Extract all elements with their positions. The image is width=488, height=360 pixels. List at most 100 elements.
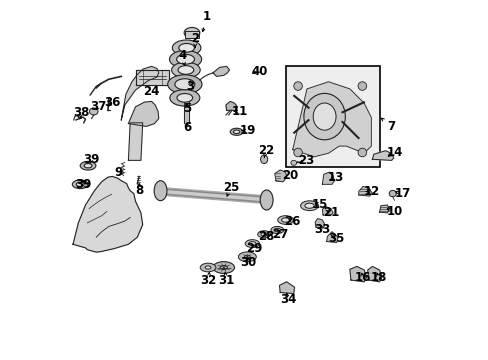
Text: 38: 38 xyxy=(73,106,89,120)
Ellipse shape xyxy=(179,44,194,52)
Text: 16: 16 xyxy=(353,271,370,284)
Ellipse shape xyxy=(175,79,194,90)
Text: 39: 39 xyxy=(75,178,91,191)
Ellipse shape xyxy=(171,62,200,78)
Ellipse shape xyxy=(281,218,289,222)
Text: 9: 9 xyxy=(114,166,122,179)
Ellipse shape xyxy=(244,255,250,258)
Text: 23: 23 xyxy=(297,154,313,167)
Text: 31: 31 xyxy=(217,274,234,287)
Ellipse shape xyxy=(230,128,243,135)
Polygon shape xyxy=(225,102,237,111)
Ellipse shape xyxy=(184,27,200,38)
Text: 32: 32 xyxy=(200,274,217,287)
Ellipse shape xyxy=(293,82,302,90)
Polygon shape xyxy=(274,170,286,182)
Ellipse shape xyxy=(205,266,210,269)
Ellipse shape xyxy=(270,226,283,234)
Ellipse shape xyxy=(84,163,92,168)
Bar xyxy=(285,66,380,167)
Polygon shape xyxy=(213,66,229,76)
Ellipse shape xyxy=(80,161,96,170)
Polygon shape xyxy=(315,219,324,228)
Text: 7: 7 xyxy=(386,120,394,133)
Ellipse shape xyxy=(72,180,88,189)
Text: 24: 24 xyxy=(142,85,159,98)
Ellipse shape xyxy=(274,228,280,232)
Text: 10: 10 xyxy=(386,205,402,218)
Text: 11: 11 xyxy=(232,105,248,118)
Text: 5: 5 xyxy=(183,102,191,115)
Ellipse shape xyxy=(167,75,202,94)
Ellipse shape xyxy=(357,148,366,157)
Ellipse shape xyxy=(260,190,272,210)
Ellipse shape xyxy=(169,90,200,106)
Ellipse shape xyxy=(177,94,192,102)
Text: 14: 14 xyxy=(386,146,402,159)
Ellipse shape xyxy=(304,203,313,208)
Text: 18: 18 xyxy=(369,271,386,284)
Ellipse shape xyxy=(200,263,216,272)
Ellipse shape xyxy=(388,190,395,197)
Polygon shape xyxy=(135,70,169,85)
Text: 37: 37 xyxy=(90,100,107,113)
Polygon shape xyxy=(358,186,372,196)
Bar xyxy=(184,31,199,38)
Text: 35: 35 xyxy=(328,233,344,246)
Polygon shape xyxy=(73,176,142,252)
Ellipse shape xyxy=(176,54,194,64)
Text: 34: 34 xyxy=(279,293,296,306)
Text: 28: 28 xyxy=(258,230,274,243)
Text: 17: 17 xyxy=(393,187,410,200)
Ellipse shape xyxy=(290,160,296,165)
Text: 36: 36 xyxy=(104,96,120,109)
Text: 21: 21 xyxy=(322,206,338,219)
Text: 6: 6 xyxy=(183,121,191,134)
Polygon shape xyxy=(349,266,366,282)
Polygon shape xyxy=(292,82,370,157)
Ellipse shape xyxy=(293,148,302,157)
Text: 27: 27 xyxy=(271,228,288,241)
Text: 26: 26 xyxy=(284,215,300,228)
Ellipse shape xyxy=(233,130,240,134)
Text: 15: 15 xyxy=(311,198,327,211)
Ellipse shape xyxy=(172,40,201,56)
Ellipse shape xyxy=(260,155,267,163)
Text: 12: 12 xyxy=(363,185,379,198)
Ellipse shape xyxy=(220,266,227,270)
Ellipse shape xyxy=(213,262,234,273)
Polygon shape xyxy=(326,232,337,243)
Ellipse shape xyxy=(154,181,166,201)
Polygon shape xyxy=(379,205,388,213)
Polygon shape xyxy=(128,123,142,160)
Text: 19: 19 xyxy=(240,124,256,137)
Ellipse shape xyxy=(261,233,267,236)
Polygon shape xyxy=(121,66,159,120)
Text: 30: 30 xyxy=(240,256,256,269)
Polygon shape xyxy=(322,207,332,216)
Ellipse shape xyxy=(178,66,193,74)
Ellipse shape xyxy=(257,231,270,238)
Polygon shape xyxy=(322,172,334,184)
Ellipse shape xyxy=(244,240,259,248)
Text: 39: 39 xyxy=(83,153,100,166)
Text: 22: 22 xyxy=(257,144,273,157)
Text: 1: 1 xyxy=(203,10,211,23)
Text: 8: 8 xyxy=(135,184,143,197)
Ellipse shape xyxy=(357,82,366,90)
Text: 33: 33 xyxy=(314,223,330,236)
Ellipse shape xyxy=(248,242,255,246)
Text: 2: 2 xyxy=(191,32,199,45)
Polygon shape xyxy=(183,98,189,123)
Ellipse shape xyxy=(300,201,318,211)
Polygon shape xyxy=(367,266,381,282)
Ellipse shape xyxy=(312,103,335,130)
Text: 40: 40 xyxy=(251,64,267,77)
Ellipse shape xyxy=(169,50,201,68)
Ellipse shape xyxy=(303,93,345,140)
Polygon shape xyxy=(128,102,159,126)
Ellipse shape xyxy=(76,182,84,186)
Text: 13: 13 xyxy=(327,171,343,184)
Text: 3: 3 xyxy=(186,80,194,93)
Ellipse shape xyxy=(238,252,256,262)
